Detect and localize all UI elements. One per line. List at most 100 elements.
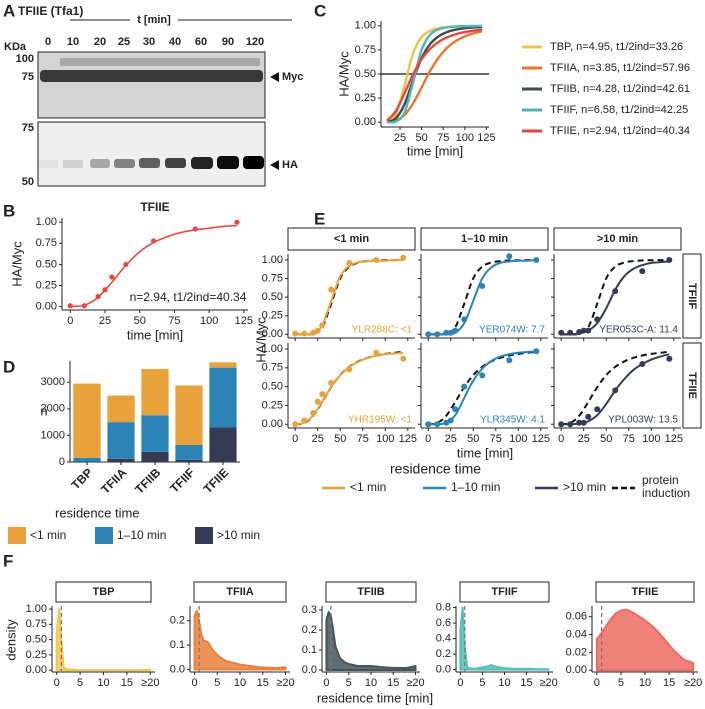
- y-tick-label: 0.75: [262, 362, 283, 374]
- x-tick-label: 0: [191, 677, 197, 689]
- point: [580, 327, 587, 334]
- unit-label: KDa: [4, 41, 27, 53]
- x-axis-title: residence time [min]: [317, 690, 433, 705]
- y-tick-label: 0.50: [262, 291, 283, 303]
- y-tick-label: 0.6: [436, 617, 451, 629]
- marker-label: 75: [22, 71, 34, 83]
- x-tick-label: ≥20: [684, 677, 702, 689]
- legend-label: >10 min: [217, 528, 260, 542]
- panel-label: D: [3, 357, 15, 376]
- x-tick-label: 0: [67, 315, 73, 327]
- y-tick-label: 0.3: [302, 604, 317, 616]
- point: [346, 259, 353, 266]
- x-tick-label: 50: [467, 433, 479, 445]
- x-tick-label: 125: [665, 433, 683, 445]
- y-tick-label: 0.75: [26, 618, 47, 630]
- legend-title: residence time: [55, 505, 140, 520]
- y-tick-label: 0.00: [355, 116, 376, 128]
- strip: [682, 342, 702, 429]
- point: [319, 322, 326, 329]
- strip: [459, 581, 550, 603]
- x-tick-label: 100: [642, 433, 660, 445]
- y-tick-label: 0.2: [170, 615, 185, 627]
- y-tick-label: 0.00: [566, 664, 587, 676]
- series-line: [386, 24, 483, 124]
- y-axis-title: density: [3, 619, 18, 661]
- strip-label: TFIIF: [686, 283, 698, 310]
- strip: [55, 581, 152, 603]
- y-tick-label: 0.06: [566, 611, 587, 623]
- density-area: [55, 608, 152, 672]
- chart-title: TFIIE: [140, 200, 169, 214]
- legend-label: TFIIB, n=4.28, t1/2ind=42.61: [550, 83, 690, 95]
- y-tick-label: 0.04: [566, 628, 587, 640]
- y-tick-label: 0.50: [36, 258, 57, 270]
- marker-label: 75: [22, 122, 34, 134]
- x-tick-label: 10: [365, 677, 377, 689]
- panel-label: F: [3, 551, 13, 570]
- fit-line: [428, 258, 537, 336]
- bar-segment: [107, 458, 135, 462]
- strip-label: TFIIF: [491, 586, 518, 598]
- point: [594, 316, 601, 323]
- y-tick-label: 0.2: [436, 648, 451, 660]
- point: [292, 330, 299, 337]
- x-tick-label: 5: [346, 677, 352, 689]
- y-tick-label: 0.50: [26, 634, 47, 646]
- y-tick-label: 0.0: [302, 664, 317, 676]
- y-axis-title: HA/Myc: [336, 51, 351, 97]
- point: [425, 421, 432, 428]
- point: [310, 329, 317, 336]
- y-axis-title: n: [40, 403, 47, 418]
- legend-title: residence time: [390, 461, 481, 477]
- x-tick-label: TFIIE: [201, 465, 232, 496]
- y-tick-label: 1.00: [26, 603, 47, 615]
- point: [580, 419, 587, 426]
- bar-segment: [107, 395, 135, 423]
- lane-label: 120: [246, 36, 264, 48]
- x-tick-label: 5: [77, 677, 83, 689]
- x-tick-label: 25: [578, 433, 590, 445]
- bar-segment: [209, 362, 237, 368]
- point: [567, 421, 574, 428]
- y-tick-label: 1.00: [36, 216, 57, 228]
- legend-swatch: [95, 527, 113, 544]
- point: [576, 329, 583, 336]
- strip-label: <1 min: [334, 233, 369, 245]
- x-tick-label: 15: [663, 677, 675, 689]
- x-axis-title: time [min]: [457, 445, 513, 460]
- x-tick-label: 125: [235, 315, 253, 327]
- y-tick-label: 0.1: [302, 644, 317, 656]
- strip-label: TFIIE: [632, 586, 659, 598]
- point: [585, 413, 592, 420]
- point: [639, 268, 646, 275]
- y-tick-label: 0.00: [262, 418, 283, 430]
- x-tick-label: 25: [445, 433, 457, 445]
- x-tick-label: 100: [456, 132, 474, 144]
- strip-label: 1–10 min: [461, 233, 508, 245]
- legend-label: <1 min: [350, 480, 386, 494]
- point: [234, 219, 240, 225]
- x-tick-label: 10: [498, 677, 510, 689]
- point: [292, 421, 299, 428]
- y-tick-label: 1.00: [355, 20, 376, 32]
- y-tick-label: 0.0: [170, 663, 185, 675]
- x-tick-label: 125: [399, 433, 417, 445]
- legend-swatch: [8, 527, 26, 544]
- annotation: n=2.94, t1/2ind=40.34: [130, 290, 247, 304]
- gene-label: YPL003W: 13.5: [608, 415, 678, 426]
- point: [639, 361, 646, 368]
- y-tick-label: 1.00: [262, 254, 283, 266]
- point: [594, 406, 601, 413]
- point: [314, 398, 321, 405]
- y-tick-label: 0.00: [26, 664, 47, 676]
- x-tick-label: 75: [357, 433, 369, 445]
- induction-line: [428, 350, 537, 426]
- point: [506, 357, 513, 364]
- y-tick-label: 0.25: [36, 279, 57, 291]
- legend-label: 1–10 min: [117, 528, 166, 542]
- bar-segment: [175, 444, 203, 460]
- y-tick-label: 3000: [41, 376, 65, 388]
- strip: [420, 227, 549, 251]
